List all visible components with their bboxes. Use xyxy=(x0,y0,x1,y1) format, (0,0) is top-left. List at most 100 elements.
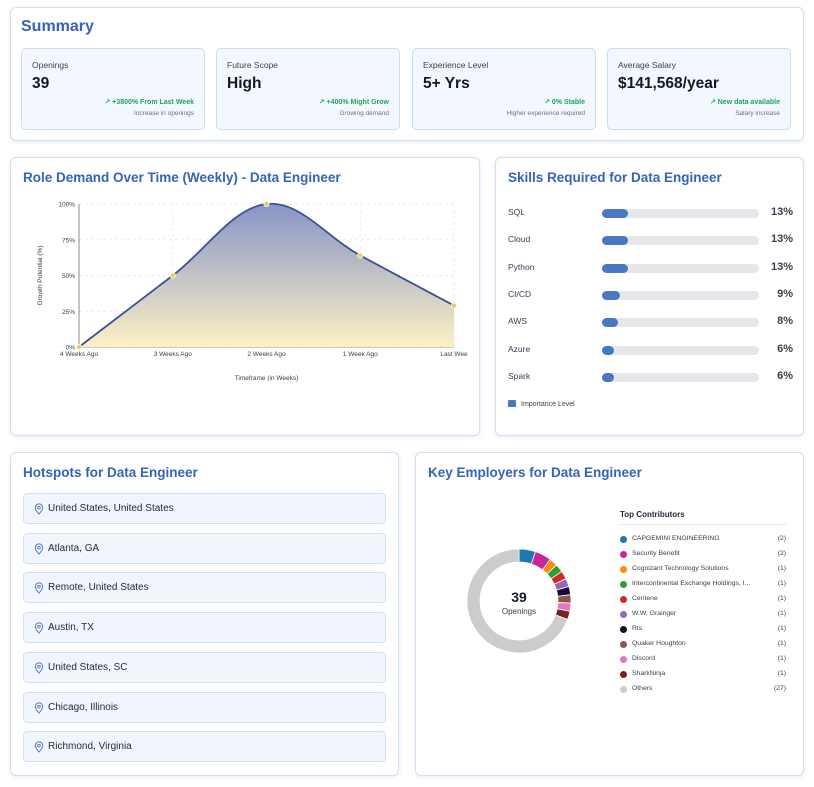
role-demand-title: Role Demand Over Time (Weekly) - Data En… xyxy=(23,170,341,185)
data-point[interactable] xyxy=(357,252,364,259)
summary-title: Summary xyxy=(21,18,94,35)
skill-percent: 13% xyxy=(770,206,793,218)
employer-legend-item: Cognizant Technology Solutions (1) xyxy=(620,564,786,576)
data-point[interactable] xyxy=(76,343,83,350)
employer-legend-item: Rts (1) xyxy=(620,624,786,636)
employer-count: (27) xyxy=(773,685,786,692)
hotspot-item[interactable]: Richmond, Virginia xyxy=(23,731,386,763)
stat-value: High xyxy=(227,75,262,92)
employer-legend-item: Quaker Houghton (1) xyxy=(620,639,786,651)
hotspot-item[interactable]: Remote, United States xyxy=(23,572,386,604)
stat-label: Experience Level xyxy=(423,60,489,70)
top-contributors-heading: Top Contributors xyxy=(620,510,685,519)
hotspot-item[interactable]: United States, SC xyxy=(23,651,386,683)
data-point[interactable] xyxy=(169,272,176,279)
skill-bar-track xyxy=(602,236,759,246)
skills-title: Skills Required for Data Engineer xyxy=(508,170,722,185)
skill-bar-track xyxy=(602,263,759,273)
skill-percent: 8% xyxy=(777,315,793,328)
skill-bar-fill xyxy=(602,318,618,328)
hotspot-item[interactable]: United States, United States xyxy=(23,493,386,524)
hotspot-label: Austin, TX xyxy=(48,622,94,634)
employer-legend-item: Security Benefit (2) xyxy=(620,549,786,561)
donut-center-value: 39 xyxy=(511,589,527,605)
employer-color-dot xyxy=(620,656,627,663)
x-tick-label: 1 Week Ago xyxy=(343,351,378,358)
employer-count: (2) xyxy=(777,535,786,542)
skill-bar-track xyxy=(602,290,759,300)
stat-subtext: Increase in openings xyxy=(134,110,194,117)
employer-color-dot xyxy=(620,566,627,573)
skill-row: SQL 13% xyxy=(508,206,793,220)
skills-card: Skills Required for Data Engineer SQL 13%… xyxy=(495,157,804,436)
employer-count: (2) xyxy=(777,550,786,557)
y-tick-label: 75% xyxy=(62,237,75,244)
employer-name: W.W. Grainger xyxy=(632,610,677,617)
stat-value: $141,568/year xyxy=(618,75,719,92)
x-tick-label: 3 Weeks Ago xyxy=(154,351,193,358)
hotspot-item[interactable]: Chicago, Illinois xyxy=(23,691,386,723)
employer-name: Discord xyxy=(632,655,656,662)
skill-percent: 6% xyxy=(777,342,793,355)
employer-name: Cognizant Technology Solutions xyxy=(632,565,729,572)
skill-name: AWS xyxy=(508,316,528,327)
skill-name: CI/CD xyxy=(508,288,532,299)
employer-name: Rts xyxy=(632,625,643,632)
location-pin-icon xyxy=(34,622,44,634)
employer-legend-item: Others (27) xyxy=(620,684,786,696)
legend-label: Importance Level xyxy=(521,401,575,408)
summary-card: Summary Openings 39 ↗ +3800% From Last W… xyxy=(10,7,804,141)
hotspot-item[interactable]: Austin, TX xyxy=(23,612,386,644)
employer-count: (1) xyxy=(777,670,786,677)
employers-title: Key Employers for Data Engineer xyxy=(428,465,642,480)
legend-swatch xyxy=(508,400,516,407)
employer-count: (1) xyxy=(777,610,786,617)
divider xyxy=(620,524,786,525)
employer-name: Others xyxy=(632,685,653,692)
employer-legend-item: Centene (1) xyxy=(620,594,786,606)
x-axis-label: Timeframe (in Weeks) xyxy=(235,375,299,382)
employer-color-dot xyxy=(620,641,627,648)
area-fill xyxy=(79,203,454,347)
location-pin-icon xyxy=(34,503,44,515)
y-tick-label: 50% xyxy=(62,273,75,280)
stat-value: 39 xyxy=(32,75,50,92)
data-point[interactable] xyxy=(450,302,457,309)
x-tick-label: 2 Weeks Ago xyxy=(247,351,286,358)
stat-label: Average Salary xyxy=(618,60,676,70)
stat-change: ↗ New data available xyxy=(709,99,780,106)
hotspot-item[interactable]: Atlanta, GA xyxy=(23,532,386,564)
employer-count: (1) xyxy=(777,640,786,647)
employer-count: (1) xyxy=(777,655,786,662)
y-tick-label: 0% xyxy=(66,345,76,352)
employer-name: SharkNinja xyxy=(632,670,666,677)
skill-bar-track xyxy=(602,209,759,218)
stat-experience-level: Experience Level 5+ Yrs ↗ 0% Stable High… xyxy=(412,48,596,130)
employers-card: Key Employers for Data Engineer 39 Openin… xyxy=(415,452,804,776)
data-point[interactable] xyxy=(263,201,270,208)
donut-slice[interactable] xyxy=(557,594,572,604)
stat-average-salary: Average Salary $141,568/year ↗ New data … xyxy=(607,48,791,130)
stat-change: ↗ 0% Stable xyxy=(544,99,585,106)
stat-subtext: Higher experience required xyxy=(506,110,585,117)
stat-subtext: Salary increase xyxy=(735,110,780,117)
skill-row: Cloud 13% xyxy=(508,233,793,247)
hotspot-label: Atlanta, GA xyxy=(48,542,100,554)
employer-count: (1) xyxy=(777,580,786,587)
employer-legend-item: CAPGEMINI ENGINEERING (2) xyxy=(620,534,786,546)
location-pin-icon xyxy=(34,701,44,714)
donut-slice[interactable] xyxy=(466,548,569,654)
hotspot-label: Richmond, Virginia xyxy=(48,741,132,753)
skill-row: Python 13% xyxy=(508,261,793,275)
hotspots-card: Hotspots for Data Engineer United States… xyxy=(10,452,399,776)
employer-count: (1) xyxy=(777,595,786,602)
employer-color-dot xyxy=(620,671,627,678)
employer-legend-item: Discord (1) xyxy=(620,654,786,666)
employer-name: Security Benefit xyxy=(632,550,680,557)
hotspot-label: Remote, United States xyxy=(48,582,149,594)
skill-row: Spark 6% xyxy=(508,370,793,384)
skill-bar-fill xyxy=(602,236,628,246)
employer-name: CAPGEMINI ENGINEERING xyxy=(632,535,720,542)
employer-legend-item: SharkNinja (1) xyxy=(620,669,786,681)
employer-color-dot xyxy=(620,551,627,558)
